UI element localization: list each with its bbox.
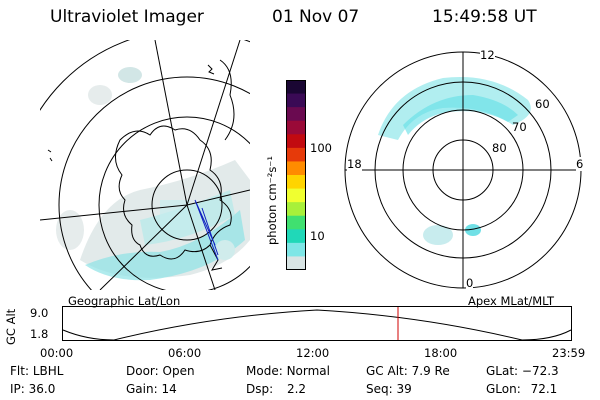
dsp-label: Dsp: (246, 382, 274, 396)
auroral-emission-region (56, 67, 250, 281)
ip-field: IP: 36.0 (10, 382, 55, 396)
gc-alt-value: 7.9 Re (411, 364, 450, 378)
gc-alt-field: GC Alt: 7.9 Re (366, 364, 450, 378)
mode-field: Mode: Normal (246, 364, 330, 378)
geographic-map-caption: Geographic Lat/Lon (68, 294, 181, 308)
mlt-label-6: 6 (576, 157, 584, 171)
ip-value: 36.0 (28, 382, 56, 396)
colorbar-segment (286, 107, 306, 122)
colorbar-segment (286, 161, 306, 176)
apex-mlat-mlt-map (344, 51, 582, 289)
date-label: 01 Nov 07 (272, 7, 360, 27)
colorbar-segment (286, 147, 306, 162)
glat-label: GLat: (486, 364, 519, 378)
color-scale-bar (286, 80, 306, 271)
colorbar-segment (286, 175, 306, 190)
timeline-x-tick-1800: 18:00 (424, 346, 458, 360)
geographic-map (40, 40, 250, 290)
door-label: Door: (126, 364, 159, 378)
door-value: Open (162, 364, 195, 378)
gain-label: Gain: (126, 382, 158, 396)
timeline-x-tick-1200: 12:00 (296, 346, 330, 360)
colorbar-frame (286, 80, 306, 270)
gain-field: Gain: 14 (126, 382, 177, 396)
seq-field: Seq: 39 (366, 382, 412, 396)
glat-value: −72.3 (521, 364, 559, 378)
filter-label: Flt: (10, 364, 29, 378)
gc-alt-label: GC Alt: (366, 364, 408, 378)
colorbar-segment (286, 215, 306, 230)
orbit-altitude-timeline (62, 306, 572, 341)
colorbar-tick-10: 10 (310, 229, 325, 243)
colorbar-segment (286, 188, 306, 203)
mlt-label-12: 12 (480, 48, 495, 62)
timeline-y-axis-label: GC Alt (4, 308, 18, 345)
time-label: 15:49:58 UT (432, 7, 537, 27)
mlat-label-80: 80 (492, 141, 507, 155)
colorbar-segment (286, 134, 306, 149)
apex-map-caption: Apex MLat/MLT (468, 294, 555, 308)
gain-value: 14 (161, 382, 177, 396)
seq-value: 39 (396, 382, 412, 396)
dsp-field: Dsp: 2.2 (246, 382, 306, 396)
timeline-y-tick-max: 9.0 (30, 306, 49, 320)
colorbar-segment (286, 256, 306, 271)
glat-field: GLat: −72.3 (486, 364, 559, 378)
colorbar-tick-100: 100 (310, 141, 332, 155)
timeline-x-tick-2359: 23:59 (552, 346, 586, 360)
colorbar-segment (286, 93, 306, 108)
colorbar-segment (286, 202, 306, 217)
filter-field: Flt: LBHL (10, 364, 63, 378)
colorbar-unit-label: photon cm⁻²s⁻¹ (265, 156, 279, 245)
mlat-label-70: 70 (512, 120, 527, 134)
glon-label: GLon: (486, 382, 521, 396)
glon-value: 72.1 (530, 382, 558, 396)
ip-label: IP: (10, 382, 25, 396)
mlt-label-18: 18 (347, 157, 362, 171)
colorbar-segment (286, 242, 306, 257)
apex-auroral-emission (378, 76, 531, 245)
dsp-value: 2.2 (286, 382, 307, 396)
seq-label: Seq: (366, 382, 393, 396)
app-title: Ultraviolet Imager (50, 7, 204, 27)
timeline-x-tick-0000: 00:00 (40, 346, 74, 360)
colorbar-segment (286, 120, 306, 135)
colorbar-segment (286, 80, 306, 95)
glon-field: GLon: 72.1 (486, 382, 557, 396)
door-field: Door: Open (126, 364, 195, 378)
colorbar-segment (286, 229, 306, 244)
timeline-y-tick-min: 1.8 (30, 327, 49, 341)
mode-value: Normal (286, 364, 330, 378)
timeline-x-tick-0600: 06:00 (168, 346, 202, 360)
mlat-label-60: 60 (535, 97, 550, 111)
filter-value: LBHL (32, 364, 64, 378)
mode-label: Mode: (246, 364, 283, 378)
mlt-label-0: 0 (466, 276, 474, 290)
